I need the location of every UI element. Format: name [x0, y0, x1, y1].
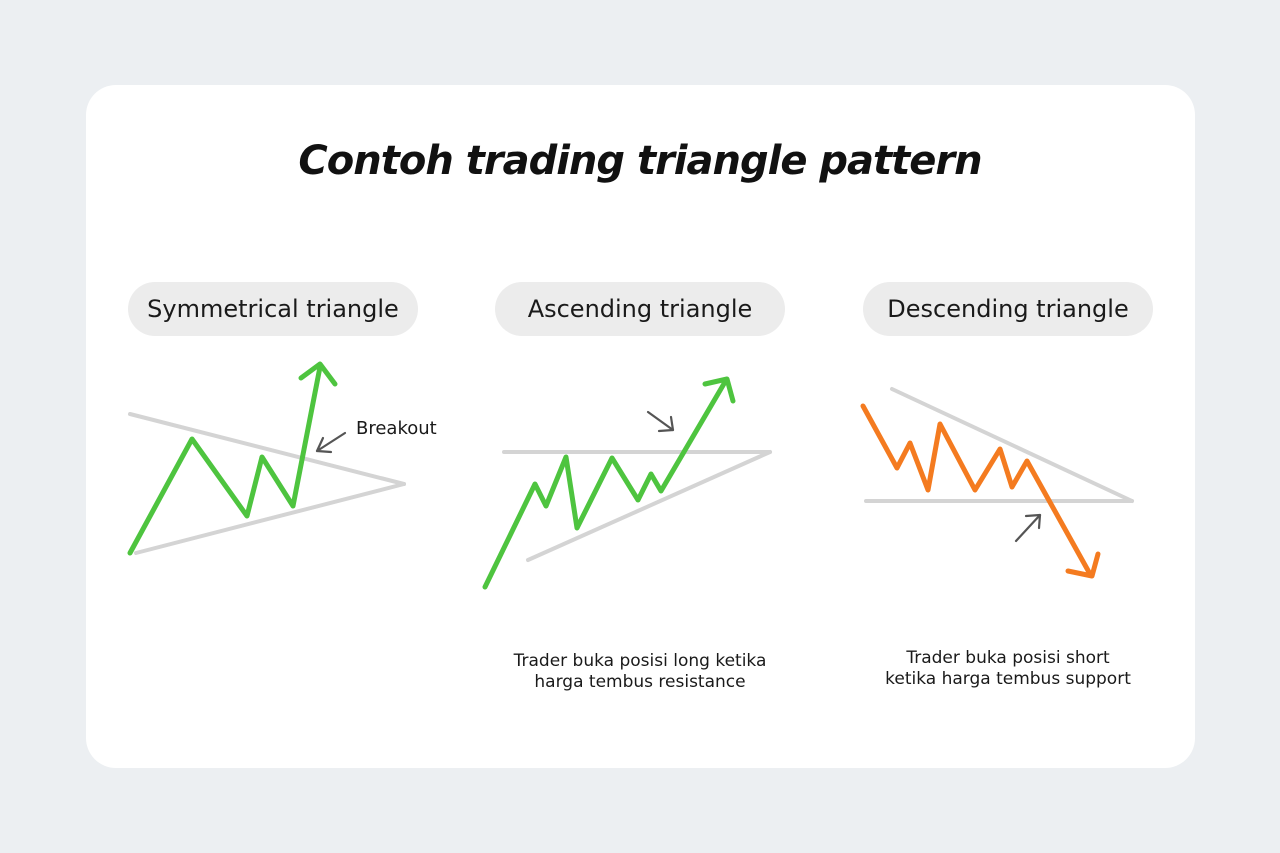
ascending-note-line-1: Trader buka posisi long ketika [513, 651, 767, 671]
descending-note-line-2: ketika harga tembus support [885, 669, 1131, 689]
ascending-triangle-pattern [482, 376, 772, 590]
label-symmetrical-triangle: Symmetrical triangle [128, 282, 418, 336]
ascending-support-trendline [526, 450, 772, 562]
resistance-break-pointer-arrow [646, 410, 675, 433]
ascending-breakout-arrowhead [702, 376, 736, 404]
symmetrical-price-line [127, 364, 323, 556]
breakout-pointer-arrow [315, 431, 347, 454]
symmetrical-upper-trendline [128, 412, 406, 486]
breakout-label: Breakout [356, 418, 437, 439]
descending-price-line [860, 403, 1093, 577]
label-ascending-triangle: Ascending triangle [495, 282, 785, 336]
ascending-triangle-note: Trader buka posisi long ketika harga tem… [460, 651, 820, 693]
descending-note-line-1: Trader buka posisi short [906, 648, 1110, 668]
symmetrical-breakout-arrowhead [298, 361, 338, 387]
ascending-price-line [482, 379, 728, 590]
symmetrical-triangle-pattern: Breakout [127, 361, 437, 556]
descending-breakout-arrowhead [1065, 551, 1101, 579]
diagram-card [86, 85, 1195, 768]
descending-upper-trendline [890, 387, 1134, 503]
descending-triangle-pattern [860, 387, 1134, 579]
label-descending-triangle: Descending triangle [863, 282, 1153, 336]
symmetrical-lower-trendline [134, 482, 406, 555]
descending-triangle-note: Trader buka posisi short ketika harga te… [828, 648, 1188, 690]
support-break-pointer-arrow [1014, 513, 1042, 543]
diagram-title: Contoh trading triangle pattern [298, 138, 982, 184]
ascending-note-line-2: harga tembus resistance [534, 672, 746, 692]
